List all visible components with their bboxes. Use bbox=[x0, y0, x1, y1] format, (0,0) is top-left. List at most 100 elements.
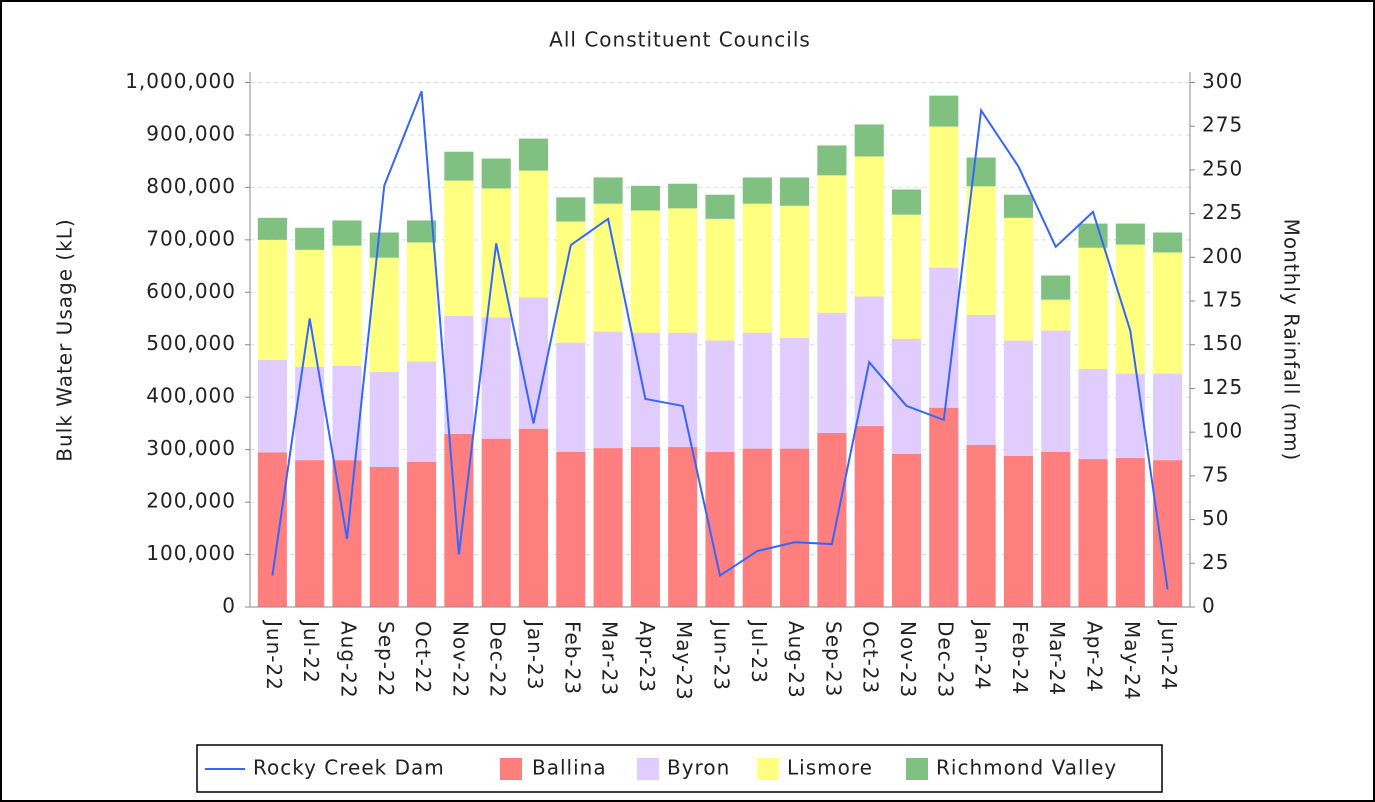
legend-label: Byron bbox=[667, 756, 730, 780]
legend-swatch bbox=[906, 758, 928, 780]
bar-segment bbox=[668, 447, 698, 607]
bar-segment bbox=[369, 466, 399, 607]
bar-segment bbox=[481, 158, 511, 189]
y2-tick-label: 275 bbox=[1202, 113, 1243, 137]
y2-tick-label: 300 bbox=[1202, 69, 1243, 93]
bar-segment bbox=[556, 197, 586, 222]
bar-segment bbox=[332, 245, 362, 366]
y-axis-label: Bulk Water Usage (kL) bbox=[53, 218, 77, 461]
bar-segment bbox=[705, 340, 735, 452]
bar-segment bbox=[295, 249, 325, 367]
bar-segment bbox=[1003, 340, 1033, 456]
bar-segment bbox=[630, 185, 660, 211]
x-tick-label: Oct-22 bbox=[411, 621, 435, 694]
x-tick-label: Jun-23 bbox=[710, 619, 734, 691]
y2-tick-label: 175 bbox=[1202, 288, 1243, 312]
bar-segment bbox=[966, 444, 996, 607]
bar-segment bbox=[705, 218, 735, 341]
bar-segment bbox=[817, 312, 847, 433]
bar-segment bbox=[817, 175, 847, 313]
bar-segment bbox=[966, 314, 996, 445]
y2-axis-label: Monthly Rainfall (mm) bbox=[1280, 219, 1304, 462]
x-tick-label: Oct-23 bbox=[859, 621, 883, 694]
x-tick-label: Dec-23 bbox=[933, 621, 957, 698]
x-tick-label: Jul-23 bbox=[747, 619, 771, 684]
bar-segment bbox=[257, 217, 287, 240]
bar-segment bbox=[742, 177, 772, 204]
x-tick-label: Jan-23 bbox=[523, 619, 547, 691]
bar-segment bbox=[444, 180, 474, 316]
bar-segment bbox=[481, 188, 511, 318]
legend-swatch bbox=[757, 758, 779, 780]
bar-segment bbox=[966, 157, 996, 187]
bar-segment bbox=[593, 448, 623, 607]
legend-label: Rocky Creek Dam bbox=[253, 756, 445, 780]
bar-segment bbox=[332, 220, 362, 246]
bar-segment bbox=[817, 145, 847, 176]
bar-segment bbox=[556, 342, 586, 452]
x-tick-label: Jan-24 bbox=[971, 619, 995, 691]
bar-segment bbox=[1041, 299, 1071, 331]
bar-segment bbox=[742, 203, 772, 333]
bar-segment bbox=[1115, 223, 1145, 245]
bar-segment bbox=[481, 317, 511, 439]
y2-tick-label: 50 bbox=[1202, 506, 1229, 530]
y-tick-label: 200,000 bbox=[146, 489, 236, 513]
bar-segment bbox=[1078, 459, 1108, 607]
chart-title: All Constituent Councils bbox=[549, 28, 811, 52]
bar-segment bbox=[1078, 368, 1108, 460]
y2-tick-label: 225 bbox=[1202, 200, 1243, 224]
bar-segment bbox=[1003, 455, 1033, 607]
bar-segment bbox=[407, 220, 437, 243]
x-tick-label: Sep-23 bbox=[821, 621, 845, 697]
bar-segment bbox=[1115, 244, 1145, 374]
legend-swatch bbox=[500, 758, 522, 780]
x-tick-label: Mar-24 bbox=[1045, 621, 1069, 696]
bar-segment bbox=[780, 337, 810, 449]
bar-segment bbox=[854, 156, 884, 297]
y2-tick-label: 25 bbox=[1202, 550, 1229, 574]
bar-segment bbox=[1153, 252, 1183, 374]
x-tick-label: Aug-22 bbox=[336, 621, 360, 699]
y-tick-label: 0 bbox=[222, 594, 236, 618]
bar-segment bbox=[444, 315, 474, 434]
y-tick-label: 700,000 bbox=[146, 226, 236, 250]
y-tick-label: 1,000,000 bbox=[125, 69, 236, 93]
bar-segment bbox=[407, 242, 437, 362]
x-tick-label: Apr-23 bbox=[635, 621, 659, 693]
x-tick-label: May-24 bbox=[1120, 621, 1144, 701]
bar-segment bbox=[444, 433, 474, 607]
bar-segment bbox=[966, 186, 996, 315]
bar-segment bbox=[705, 194, 735, 219]
x-tick-label: May-23 bbox=[672, 621, 696, 701]
bar-segment bbox=[668, 208, 698, 333]
x-tick-label: Nov-23 bbox=[896, 621, 920, 698]
x-tick-label: Apr-24 bbox=[1083, 621, 1107, 693]
bar-segment bbox=[630, 447, 660, 607]
bar-segment bbox=[407, 461, 437, 607]
y2-tick-label: 125 bbox=[1202, 375, 1243, 399]
bar-segment bbox=[444, 151, 474, 181]
bar-segment bbox=[518, 428, 549, 607]
bar-segment bbox=[817, 432, 847, 607]
bar-segment bbox=[668, 332, 698, 448]
legend-label: Ballina bbox=[532, 756, 607, 780]
bar-segment bbox=[556, 221, 586, 343]
bar-segment bbox=[556, 451, 586, 607]
bar-segment bbox=[1041, 451, 1071, 607]
bar-segment bbox=[1115, 373, 1145, 459]
bar-segment bbox=[1078, 247, 1108, 369]
x-tick-label: Feb-23 bbox=[560, 621, 584, 695]
y2-tick-label: 100 bbox=[1202, 419, 1243, 443]
bar-segment bbox=[1041, 330, 1071, 452]
bar-segment bbox=[668, 183, 698, 209]
bar-segment bbox=[742, 332, 772, 449]
bar-segment bbox=[1153, 373, 1183, 461]
legend-swatch bbox=[637, 758, 659, 780]
bar-segment bbox=[593, 177, 623, 204]
bar-segment bbox=[630, 210, 660, 333]
bar-segment bbox=[257, 239, 287, 360]
line-series bbox=[271, 90, 1169, 590]
bar-segment bbox=[891, 453, 922, 607]
